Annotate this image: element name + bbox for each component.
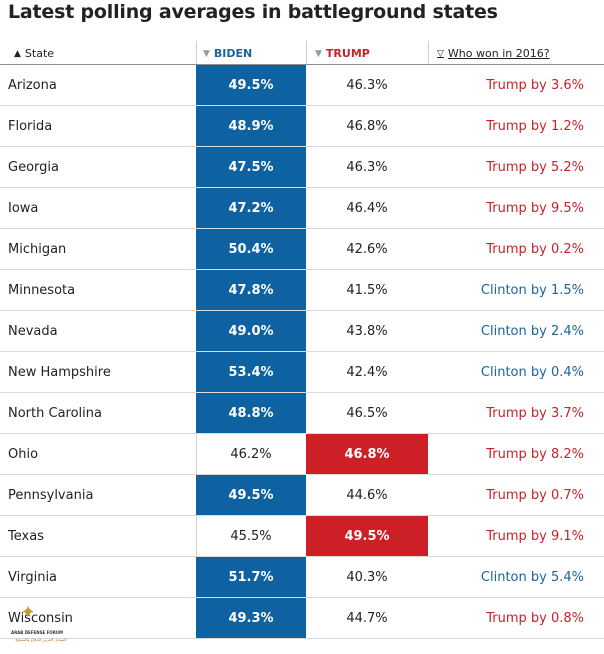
- column-header-trump[interactable]: ▼ TRUMP: [315, 47, 370, 60]
- table-row: Iowa 47.2% 46.4% Trump by 9.5%: [0, 188, 604, 229]
- biden-value-cell: 49.5%: [196, 65, 306, 105]
- table-row: Arizona 49.5% 46.3% Trump by 3.6%: [0, 65, 604, 106]
- trump-value-cell: 43.8%: [346, 323, 388, 339]
- who-won-2016-cell: Trump by 0.8%: [486, 610, 584, 626]
- biden-value-cell: 53.4%: [196, 352, 306, 392]
- sort-icon: ▼: [315, 48, 322, 59]
- biden-value-cell: 45.5%: [230, 528, 272, 544]
- table-row: Texas 45.5% 49.5% Trump by 9.1%: [0, 516, 604, 557]
- who-won-2016-cell: Trump by 3.7%: [486, 405, 584, 421]
- table-row: Georgia 47.5% 46.3% Trump by 5.2%: [0, 147, 604, 188]
- trump-value-cell: 44.6%: [346, 487, 388, 503]
- who-won-2016-cell: Trump by 0.7%: [486, 487, 584, 503]
- column-header-state[interactable]: ▲ State: [14, 47, 54, 60]
- biden-value-cell: 48.8%: [196, 393, 306, 433]
- state-name-cell: Pennsylvania: [8, 487, 94, 503]
- table-row: Florida 48.9% 46.8% Trump by 1.2%: [0, 106, 604, 147]
- column-separator: [428, 41, 429, 64]
- state-name-cell: Arizona: [8, 77, 57, 93]
- table-header: ▲ State ▼ BIDEN ▼ TRUMP ▽ Who won in 201…: [0, 41, 604, 65]
- who-won-2016-cell: Trump by 0.2%: [486, 241, 584, 257]
- biden-value-cell: 46.2%: [230, 446, 272, 462]
- trump-value-cell: 42.4%: [346, 364, 388, 380]
- who-won-2016-cell: Trump by 9.5%: [486, 200, 584, 216]
- state-name-cell: Florida: [8, 118, 53, 134]
- trump-value-cell: 49.5%: [306, 516, 428, 556]
- state-name-cell: Georgia: [8, 159, 59, 175]
- who-won-2016-cell: Trump by 8.2%: [486, 446, 584, 462]
- column-header-who-won-label: Who won in 2016?: [447, 47, 550, 60]
- state-name-cell: North Carolina: [8, 405, 102, 421]
- biden-value-cell: 50.4%: [196, 229, 306, 269]
- page-title: Latest polling averages in battleground …: [8, 1, 498, 23]
- trump-value-cell: 40.3%: [346, 569, 388, 585]
- biden-value-cell: 47.5%: [196, 147, 306, 187]
- table-row: Virginia 51.7% 40.3% Clinton by 5.4%: [0, 557, 604, 598]
- biden-value-cell: 51.7%: [196, 557, 306, 597]
- state-name-cell: Iowa: [8, 200, 39, 216]
- table-row: Ohio 46.2% 46.8% Trump by 8.2%: [0, 434, 604, 475]
- trump-value-cell: 46.8%: [346, 118, 388, 134]
- watermark: ✦ ARAB DEFENSE FORUM المنتدى العربي للدف…: [6, 604, 76, 652]
- who-won-2016-cell: Trump by 1.2%: [486, 118, 584, 134]
- state-name-cell: Minnesota: [8, 282, 76, 298]
- column-header-biden-label: BIDEN: [213, 47, 253, 60]
- who-won-2016-cell: Clinton by 1.5%: [480, 282, 584, 298]
- column-separator: [196, 516, 197, 556]
- sort-icon: ▼: [203, 48, 210, 59]
- table-body: Arizona 49.5% 46.3% Trump by 3.6% Florida 48.…: [0, 65, 604, 639]
- state-name-cell: Michigan: [8, 241, 67, 257]
- trump-value-cell: 46.3%: [346, 77, 388, 93]
- who-won-2016-cell: Trump by 3.6%: [486, 77, 584, 93]
- who-won-2016-cell: Clinton by 0.4%: [480, 364, 584, 380]
- trump-value-cell: 46.5%: [346, 405, 388, 421]
- column-header-biden[interactable]: ▼ BIDEN: [203, 47, 252, 60]
- state-name-cell: New Hampshire: [8, 364, 111, 380]
- sort-ascending-icon: ▲: [14, 48, 21, 59]
- sort-descending-icon: ▽: [437, 48, 444, 59]
- trump-value-cell: 46.4%: [346, 200, 388, 216]
- trump-value-cell: 44.7%: [346, 610, 388, 626]
- trump-value-cell: 42.6%: [346, 241, 388, 257]
- state-name-cell: Texas: [8, 528, 44, 544]
- biden-value-cell: 47.8%: [196, 270, 306, 310]
- table-row: New Hampshire 53.4% 42.4% Clinton by 0.4%: [0, 352, 604, 393]
- biden-value-cell: 48.9%: [196, 106, 306, 146]
- table-row: North Carolina 48.8% 46.5% Trump by 3.7%: [0, 393, 604, 434]
- table-row: Wisconsin 49.3% 44.7% Trump by 0.8%: [0, 598, 604, 639]
- watermark-line-1: ARAB DEFENSE FORUM: [10, 630, 64, 635]
- trump-value-cell: 41.5%: [346, 282, 388, 298]
- trump-value-cell: 46.8%: [306, 434, 428, 474]
- who-won-2016-cell: Clinton by 5.4%: [480, 569, 584, 585]
- who-won-2016-cell: Clinton by 2.4%: [480, 323, 584, 339]
- state-name-cell: Wisconsin: [8, 610, 73, 626]
- column-separator: [196, 434, 197, 474]
- column-header-trump-label: TRUMP: [325, 47, 370, 60]
- biden-value-cell: 47.2%: [196, 188, 306, 228]
- column-separator: [306, 41, 307, 64]
- table-row: Minnesota 47.8% 41.5% Clinton by 1.5%: [0, 270, 604, 311]
- table-row: Pennsylvania 49.5% 44.6% Trump by 0.7%: [0, 475, 604, 516]
- column-header-who-won[interactable]: ▽ Who won in 2016?: [437, 47, 550, 60]
- polling-table: ▲ State ▼ BIDEN ▼ TRUMP ▽ Who won in 201…: [0, 41, 604, 639]
- trump-value-cell: 46.3%: [346, 159, 388, 175]
- column-separator: [196, 41, 197, 64]
- state-name-cell: Ohio: [8, 446, 39, 462]
- table-row: Nevada 49.0% 43.8% Clinton by 2.4%: [0, 311, 604, 352]
- who-won-2016-cell: Trump by 5.2%: [486, 159, 584, 175]
- watermark-line-2: المنتدى العربي للدفاع والتسليح: [15, 637, 67, 642]
- table-row: Michigan 50.4% 42.6% Trump by 0.2%: [0, 229, 604, 270]
- biden-value-cell: 49.5%: [196, 475, 306, 515]
- state-name-cell: Nevada: [8, 323, 58, 339]
- who-won-2016-cell: Trump by 9.1%: [486, 528, 584, 544]
- winged-shield-logo-icon: ✦: [20, 602, 36, 623]
- column-header-state-label: State: [24, 47, 55, 60]
- state-name-cell: Virginia: [8, 569, 58, 585]
- biden-value-cell: 49.3%: [196, 598, 306, 638]
- biden-value-cell: 49.0%: [196, 311, 306, 351]
